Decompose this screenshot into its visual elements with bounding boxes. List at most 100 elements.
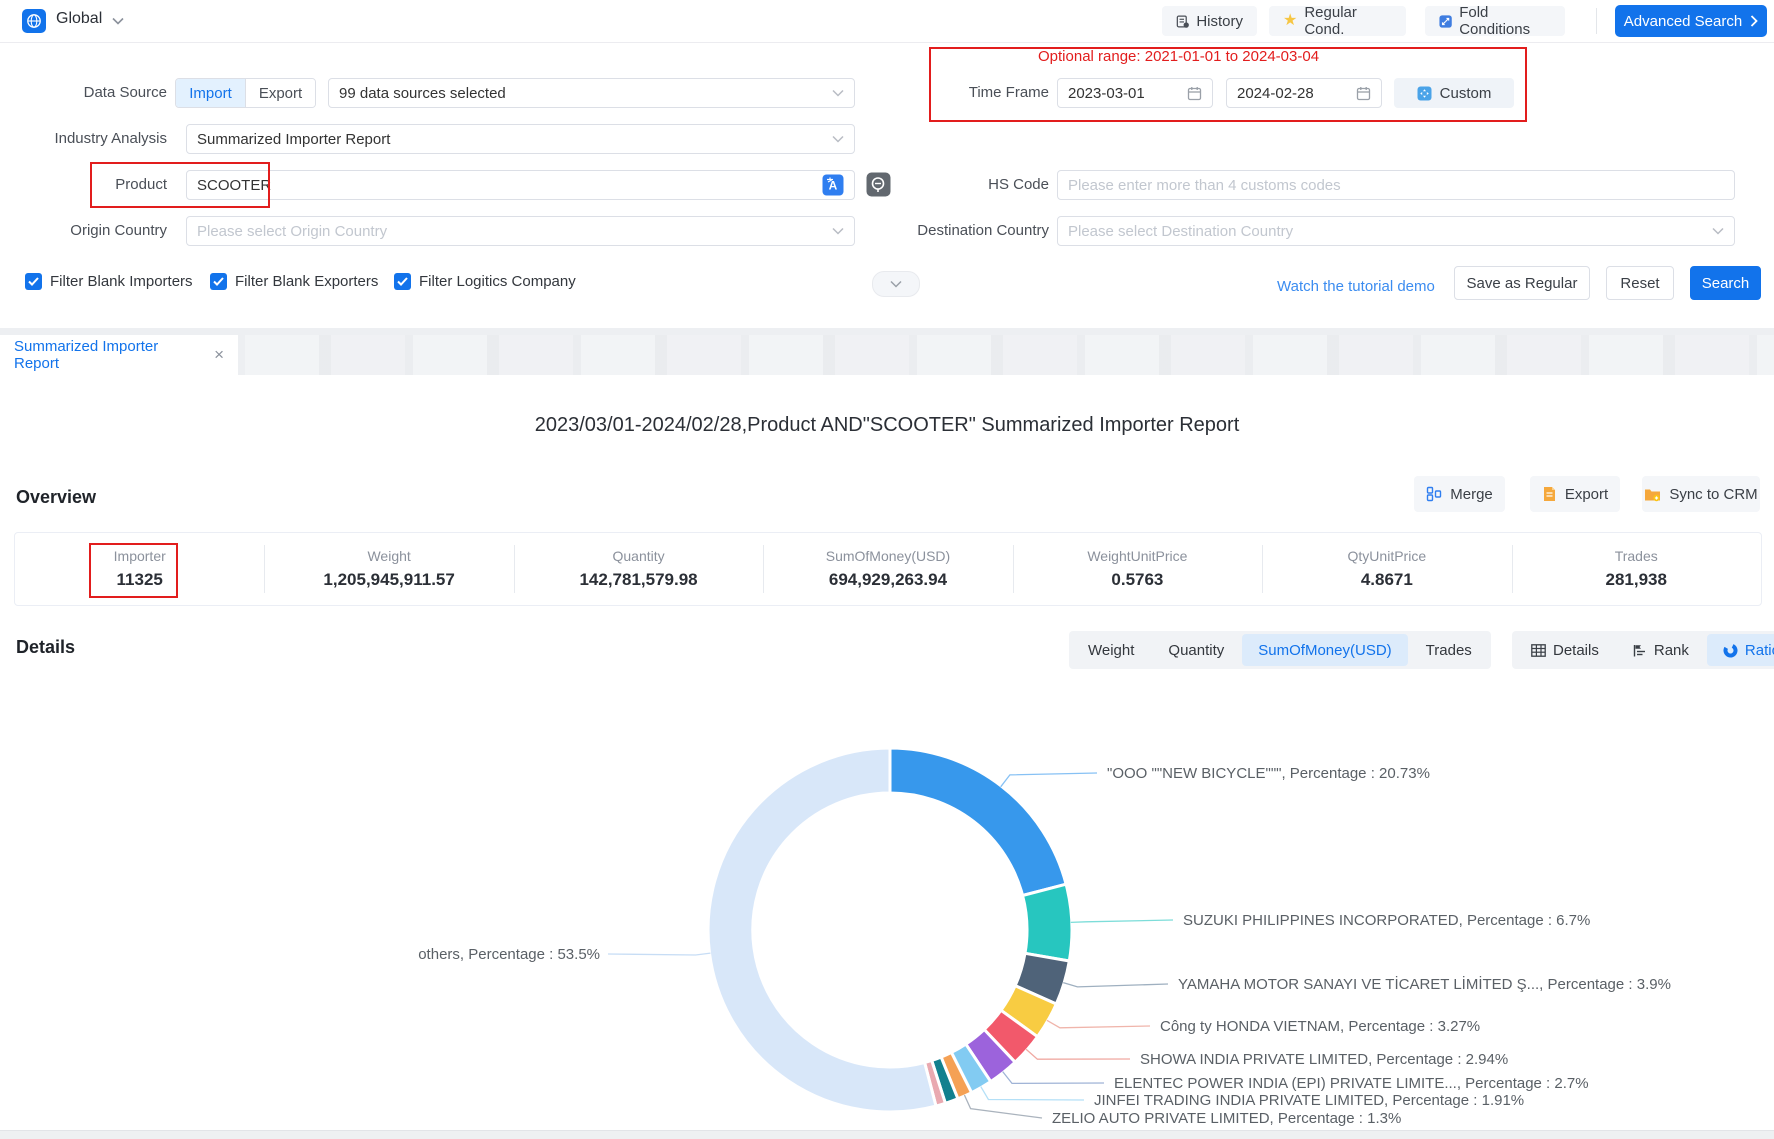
view-tab-ratio[interactable]: Ratio bbox=[1706, 634, 1774, 666]
stat-trades: Trades 281,938 bbox=[1511, 533, 1761, 605]
report-title: 2023/03/01-2024/02/28,Product AND"SCOOTE… bbox=[534, 414, 1240, 436]
view-tab-details[interactable]: Details bbox=[1515, 634, 1615, 666]
pie-label-line-7 bbox=[963, 1094, 1043, 1119]
fuzzy-search-icon[interactable] bbox=[866, 172, 891, 197]
export-label: Export bbox=[1564, 485, 1609, 503]
merge-label: Merge bbox=[1450, 485, 1493, 503]
export-button[interactable]: Export bbox=[1530, 476, 1620, 512]
product-label: Product bbox=[115, 176, 167, 193]
pie-label-6: JINFEI TRADING INDIA PRIVATE LIMITED, Pe… bbox=[1094, 1092, 1524, 1109]
checkbox-checked-icon bbox=[210, 273, 227, 290]
filter-blank-importers-checkbox[interactable]: Filter Blank Importers bbox=[25, 273, 193, 290]
advanced-search-button[interactable]: Advanced Search bbox=[1615, 5, 1767, 37]
date-from-input[interactable]: 2023-03-01 bbox=[1057, 78, 1213, 108]
stat-value: 281,938 bbox=[1605, 570, 1667, 589]
data-source-label: Data Source bbox=[83, 84, 167, 101]
stat-sum-of-money: SumOfMoney(USD) 694,929,263.94 bbox=[763, 533, 1012, 605]
chevron-down-icon bbox=[890, 280, 902, 288]
chevron-down-icon bbox=[112, 17, 124, 25]
chevron-down-icon bbox=[832, 227, 844, 235]
pie-label-line-6 bbox=[980, 1086, 1085, 1101]
data-sources-select[interactable]: 99 data sources selected bbox=[328, 78, 855, 108]
pie-label-0: "OOO ""NEW BICYCLE""", Percentage : 20.7… bbox=[1107, 765, 1430, 782]
filter-logistics-company-checkbox[interactable]: Filter Logitics Company bbox=[394, 273, 576, 290]
globe-icon bbox=[22, 9, 46, 33]
stat-quantity: Quantity 142,781,579.98 bbox=[513, 533, 763, 605]
pie-label-5: ELENTEC POWER INDIA (EPI) PRIVATE LIMITE… bbox=[1114, 1075, 1589, 1092]
stat-label: WeightUnitPrice bbox=[1087, 548, 1188, 564]
destination-country-label: Destination Country bbox=[917, 222, 1049, 239]
star-icon: ★ bbox=[1283, 12, 1298, 29]
sync-to-crm-label: Sync to CRM bbox=[1669, 485, 1758, 503]
pie-label-line-5 bbox=[1002, 1071, 1105, 1085]
view-tab-rank[interactable]: Rank bbox=[1617, 634, 1705, 666]
destination-country-placeholder: Please select Destination Country bbox=[1068, 222, 1294, 240]
optional-range-note: Optional range: 2021-01-01 to 2024-03-04 bbox=[1038, 48, 1320, 65]
metric-tab-trades[interactable]: Trades bbox=[1425, 641, 1472, 659]
stat-weight-unit-price: WeightUnitPrice 0.5763 bbox=[1012, 533, 1262, 605]
tutorial-demo-link[interactable]: Watch the tutorial demo bbox=[1277, 278, 1435, 295]
export-tab[interactable]: Export bbox=[245, 79, 315, 107]
pie-label-line-1 bbox=[1070, 919, 1174, 924]
sync-crm-icon bbox=[1645, 489, 1661, 501]
pie-slice-0[interactable] bbox=[888, 746, 1068, 897]
fold-conditions-icon bbox=[1439, 14, 1452, 28]
close-icon[interactable]: × bbox=[214, 345, 224, 364]
view-tab-label: Rank bbox=[1653, 641, 1689, 659]
pie-label-line-10 bbox=[607, 952, 711, 956]
tab-summarized-importer-report[interactable]: Summarized Importer Report × bbox=[0, 335, 238, 375]
metric-tab-weight[interactable]: Weight bbox=[1088, 641, 1135, 659]
hs-code-input[interactable]: Please enter more than 4 customs codes bbox=[1057, 170, 1735, 200]
industry-analysis-value: Summarized Importer Report bbox=[197, 130, 391, 148]
fold-conditions-label: Fold Conditions bbox=[1459, 4, 1531, 38]
details-heading: Details bbox=[16, 637, 76, 657]
history-button[interactable]: History bbox=[1162, 6, 1257, 36]
pie-label-1: SUZUKI PHILIPPINES INCORPORATED, Percent… bbox=[1183, 912, 1590, 929]
pie-slice-10[interactable] bbox=[706, 746, 938, 1114]
regular-cond-button[interactable]: ★ Regular Cond. bbox=[1269, 4, 1406, 38]
filter-blank-exporters-checkbox[interactable]: Filter Blank Exporters bbox=[210, 273, 378, 290]
ratio-donut-icon bbox=[1723, 643, 1738, 657]
metric-tab-sum-of-money[interactable]: SumOfMoney(USD) bbox=[1242, 634, 1408, 666]
industry-analysis-select[interactable]: Summarized Importer Report bbox=[186, 124, 855, 154]
importer-ratio-donut-chart: "OOO ""NEW BICYCLE""", Percentage : 20.7… bbox=[418, 746, 1671, 1127]
translate-icon[interactable]: A bbox=[822, 174, 844, 196]
region-selector[interactable]: Global bbox=[56, 10, 103, 27]
search-button[interactable]: Search bbox=[1690, 266, 1761, 300]
export-icon bbox=[1543, 487, 1555, 501]
pie-label-line-4 bbox=[1025, 1048, 1131, 1060]
pie-label-line-2 bbox=[1063, 981, 1169, 988]
stat-label: SumOfMoney(USD) bbox=[825, 548, 951, 564]
chevron-down-icon bbox=[832, 89, 844, 97]
pie-label-10: others, Percentage : 53.5% bbox=[418, 946, 600, 963]
date-from-value: 2023-03-01 bbox=[1068, 84, 1145, 102]
sync-to-crm-button[interactable]: Sync to CRM bbox=[1642, 476, 1760, 512]
merge-icon bbox=[1427, 486, 1442, 502]
overview-stats-card: Importer 11325 Weight 1,205,945,911.57 Qua… bbox=[14, 532, 1762, 606]
custom-range-button[interactable]: Custom bbox=[1394, 78, 1514, 108]
checkbox-checked-icon bbox=[394, 273, 411, 290]
collapse-form-button[interactable] bbox=[872, 271, 920, 297]
custom-label: Custom bbox=[1439, 84, 1492, 102]
view-tab-label: Details bbox=[1553, 641, 1599, 659]
fold-conditions-button[interactable]: Fold Conditions bbox=[1425, 4, 1565, 38]
product-input[interactable]: SCOOTER A bbox=[186, 170, 855, 200]
next-section-edge bbox=[0, 1130, 1774, 1139]
pie-slice-1[interactable] bbox=[1021, 882, 1074, 963]
reset-button[interactable]: Reset bbox=[1606, 266, 1674, 300]
destination-country-select[interactable]: Please select Destination Country bbox=[1057, 216, 1735, 246]
origin-country-select[interactable]: Please select Origin Country bbox=[186, 216, 855, 246]
save-as-regular-button[interactable]: Save as Regular bbox=[1454, 266, 1590, 300]
import-tab[interactable]: Import bbox=[176, 79, 245, 107]
date-to-value: 2024-02-28 bbox=[1237, 84, 1314, 102]
date-to-input[interactable]: 2024-02-28 bbox=[1226, 78, 1382, 108]
data-sources-value: 99 data sources selected bbox=[339, 84, 506, 102]
hs-code-placeholder: Please enter more than 4 customs codes bbox=[1068, 176, 1341, 194]
chevron-down-icon bbox=[832, 135, 844, 143]
stat-value: 11325 bbox=[116, 570, 163, 589]
pie-label-2: YAMAHA MOTOR SANAYI VE TİCARET LİMİTED Ş… bbox=[1178, 975, 1671, 993]
merge-button[interactable]: Merge bbox=[1414, 476, 1505, 512]
metric-tab-quantity[interactable]: Quantity bbox=[1168, 641, 1225, 659]
checkbox-checked-icon bbox=[25, 273, 42, 290]
